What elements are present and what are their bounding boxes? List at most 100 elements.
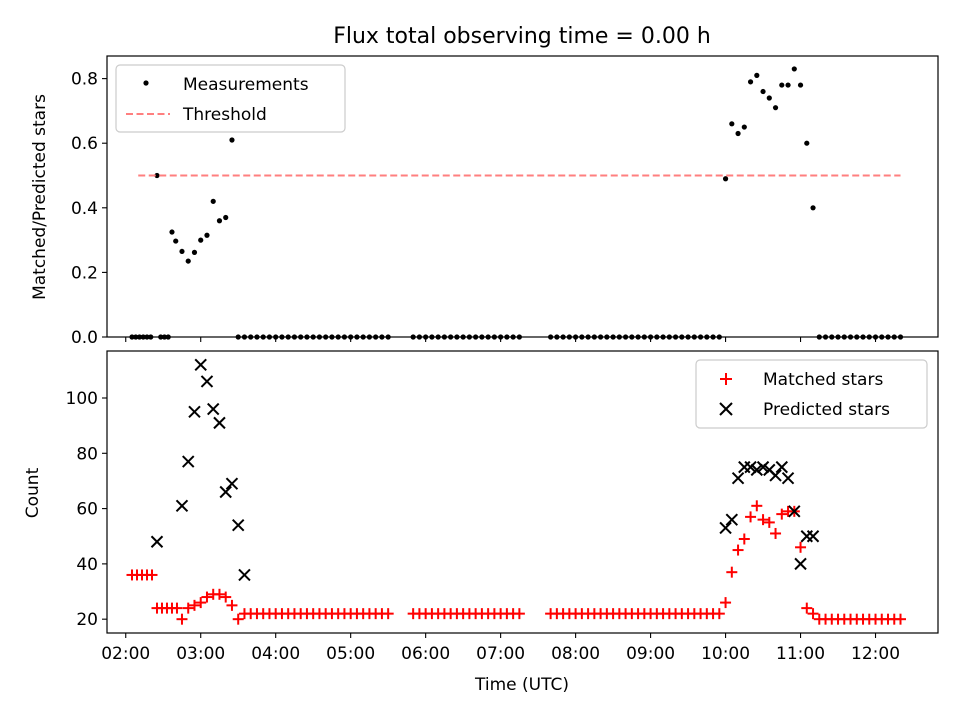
- y-tick-label: 0.4: [71, 199, 98, 219]
- measurement-point: [791, 66, 797, 72]
- predicted-point: [719, 521, 732, 535]
- measurement-point: [591, 334, 597, 340]
- matched-point: [176, 613, 188, 625]
- x-tick-label: 04:00: [251, 644, 300, 664]
- measurement-point: [285, 334, 291, 340]
- measurement-point: [473, 334, 479, 340]
- measurement-point: [354, 334, 360, 340]
- x-tick-label: 05:00: [326, 644, 375, 664]
- legend-predicted-marker: [719, 402, 733, 416]
- predicted-point: [769, 469, 782, 482]
- count-x-ticks: 02:00 03:00 04:00 05:00 06:00 07:00 08:00 09:00…: [101, 633, 900, 664]
- measurement-point: [416, 334, 423, 340]
- legend-measurements-label: Measurements: [183, 75, 309, 95]
- count-legend: Matched stars Predicted stars: [695, 359, 928, 429]
- measurement-point: [348, 334, 354, 340]
- measurement-point: [204, 232, 210, 238]
- measurement-point: [585, 334, 591, 340]
- measurement-point: [158, 334, 164, 340]
- measurement-point: [566, 334, 572, 340]
- predicted-point: [738, 460, 751, 474]
- measurement-point: [448, 334, 454, 340]
- matched-point: [188, 599, 200, 611]
- count-y-ticks: 20 40 60 80 100: [66, 389, 107, 630]
- measurement-point: [466, 334, 472, 340]
- measurement-point: [560, 334, 566, 340]
- x-tick-label: 11:00: [776, 644, 825, 664]
- predicted-point: [781, 471, 795, 485]
- measurement-point: [254, 334, 260, 340]
- measurement-point: [216, 218, 223, 224]
- measurement-point: [654, 334, 660, 340]
- count-axes-frame: [106, 350, 939, 634]
- predicted-point: [225, 477, 239, 490]
- matched-point: [776, 508, 788, 520]
- x-tick-label: 10:00: [701, 644, 750, 664]
- ratio-y-axis-label: Matched/Predicted stars: [30, 94, 50, 300]
- measurement-point: [891, 334, 897, 340]
- measurement-point: [373, 334, 379, 340]
- matched-point: [182, 602, 194, 614]
- measurement-point: [710, 334, 716, 340]
- y-tick-label: 0.6: [71, 134, 98, 154]
- measurement-point: [379, 334, 385, 340]
- matched-point: [213, 588, 225, 600]
- measurement-point: [165, 334, 171, 340]
- measurement-point: [291, 334, 298, 340]
- ratio-y-ticks: 0.0 0.2 0.4 0.6 0.8: [71, 70, 107, 348]
- y-tick-label: 40: [76, 555, 98, 575]
- measurement-point: [716, 334, 722, 340]
- y-tick-label: 80: [76, 444, 98, 464]
- matched-point: [195, 597, 207, 609]
- count-marks: [126, 358, 907, 625]
- measurement-point: [360, 334, 366, 340]
- measurement-point: [423, 334, 429, 340]
- predicted-point: [794, 557, 807, 571]
- measurement-point: [310, 334, 316, 340]
- measurement-point: [273, 334, 279, 340]
- matched-point: [720, 597, 732, 609]
- ratio-panel: 0.00.20.40.60.8 Matched/Predicted stars …: [30, 55, 939, 348]
- measurement-point: [516, 334, 522, 340]
- y-tick-label: 0.2: [71, 263, 98, 283]
- matched-point: [220, 591, 232, 603]
- measurement-point: [341, 334, 348, 340]
- measurement-point: [460, 334, 466, 340]
- measurement-point: [854, 334, 860, 340]
- measurement-point: [822, 334, 829, 340]
- measurement-point: [672, 334, 679, 340]
- measurement-point: [191, 249, 198, 255]
- y-tick-label: 100: [66, 389, 98, 409]
- measurement-point: [691, 334, 697, 340]
- matched-point: [226, 599, 238, 611]
- predicted-point: [232, 518, 245, 532]
- measurement-point: [298, 334, 304, 340]
- measurement-point: [847, 334, 854, 340]
- measurement-point: [260, 334, 266, 340]
- measurement-point: [323, 334, 329, 340]
- legend-measurements-marker: [143, 80, 149, 86]
- measurement-point: [435, 334, 441, 340]
- matched-point: [770, 527, 782, 539]
- measurement-point: [785, 82, 791, 88]
- measurement-point: [772, 105, 779, 111]
- measurement-point: [133, 334, 139, 340]
- predicted-point: [744, 460, 757, 474]
- predicted-point: [213, 416, 226, 430]
- measurement-point: [779, 82, 785, 88]
- matched-point: [738, 533, 750, 545]
- matched-point: [171, 602, 183, 614]
- measurement-point: [879, 334, 885, 340]
- measurement-point: [454, 334, 460, 340]
- x-tick-label: 09:00: [626, 644, 675, 664]
- measurement-point: [144, 334, 150, 340]
- matched-point: [763, 516, 775, 528]
- measurement-point: [548, 334, 554, 340]
- measurement-point: [610, 334, 616, 340]
- measurement-point: [735, 130, 741, 137]
- matched-point: [751, 500, 763, 512]
- matched-point: [382, 608, 394, 620]
- measurement-point: [660, 334, 666, 340]
- matched-point: [232, 613, 244, 625]
- legend-matched-label: Matched stars: [763, 370, 883, 390]
